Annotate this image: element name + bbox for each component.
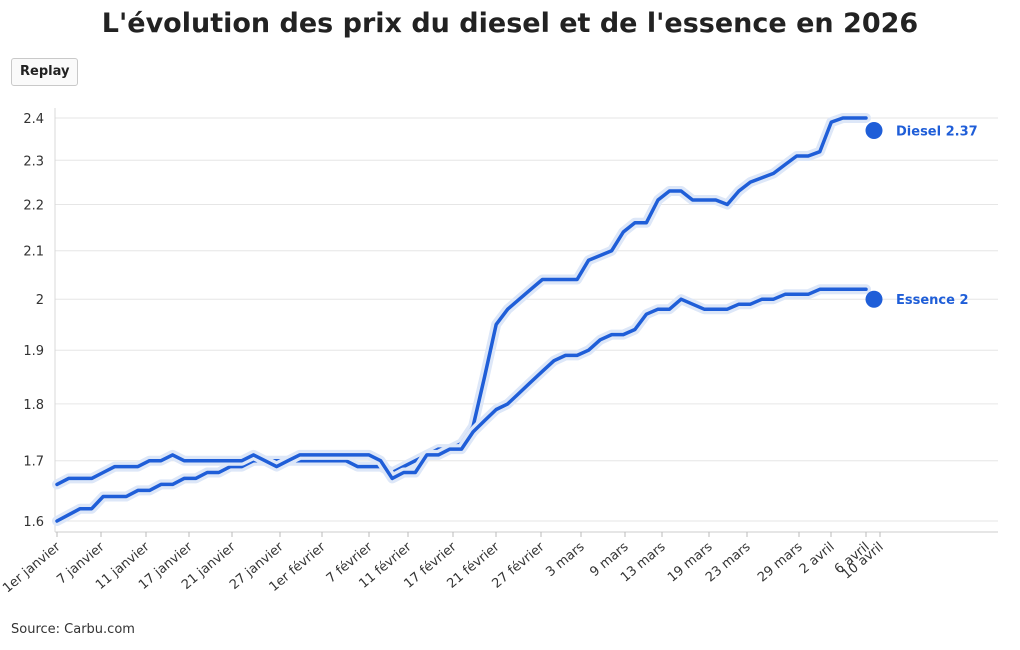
x-tick-label: 3 mars (543, 539, 587, 580)
source-note: Source: Carbu.com (11, 622, 135, 637)
x-tick-label: 1er janvier (0, 539, 64, 596)
replay-button[interactable]: Replay (11, 58, 79, 86)
x-tick-label: 29 mars (755, 539, 806, 585)
y-tick-label: 2 (36, 293, 44, 308)
y-tick-label: 1.8 (23, 398, 44, 413)
series-lines (52, 113, 871, 526)
y-axis: 1.6 1.7 1.8 1.9 2 2.1 2.2 2.3 2.4 (23, 112, 44, 530)
end-marker-diesel (865, 122, 883, 140)
y-tick-label: 2.1 (23, 245, 44, 260)
y-tick-label: 2.3 (23, 154, 44, 169)
y-tick-label: 1.9 (23, 344, 44, 359)
y-tick-label: 1.7 (23, 455, 44, 470)
y-tick-label: 2.2 (23, 198, 44, 213)
end-label-diesel: Diesel 2.37 (896, 125, 978, 140)
end-marker-essence (865, 290, 883, 308)
series-line-essence (55, 287, 868, 487)
chart-title: L'évolution des prix du diesel et de l'e… (101, 8, 919, 39)
end-label-essence: Essence 2 (896, 293, 969, 308)
y-tick-label: 2.4 (23, 112, 44, 127)
x-tick-label: 2 avril (797, 540, 838, 578)
grid-lines (54, 108, 998, 533)
end-labels: Diesel 2.37 Essence 2 (865, 122, 978, 308)
series-halo-essence (52, 284, 871, 490)
y-tick-label: 1.6 (23, 515, 44, 530)
